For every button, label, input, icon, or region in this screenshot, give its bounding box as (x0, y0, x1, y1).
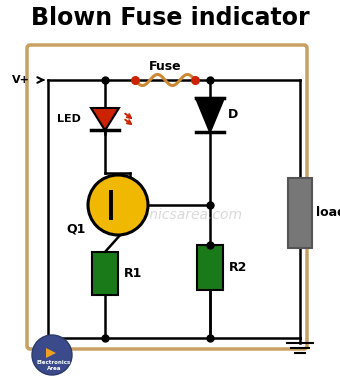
Circle shape (88, 175, 148, 235)
Bar (288, 178, 312, 248)
Text: D: D (228, 108, 238, 121)
Text: R1: R1 (124, 267, 142, 280)
Polygon shape (196, 98, 224, 132)
Text: V+: V+ (12, 75, 30, 85)
Text: electronicsarea.com: electronicsarea.com (102, 208, 242, 222)
Text: Q1: Q1 (67, 223, 86, 235)
Polygon shape (91, 108, 119, 130)
Text: R2: R2 (229, 261, 248, 274)
Text: Blown Fuse indicator: Blown Fuse indicator (31, 6, 309, 30)
Circle shape (32, 335, 72, 375)
Text: Area: Area (47, 366, 61, 370)
Text: Electronics: Electronics (37, 361, 71, 366)
Bar (92, 252, 118, 295)
Text: LED: LED (57, 114, 81, 124)
Text: Fuse: Fuse (149, 60, 181, 73)
Polygon shape (46, 348, 56, 358)
Text: load: load (316, 206, 340, 220)
Bar (197, 245, 223, 290)
